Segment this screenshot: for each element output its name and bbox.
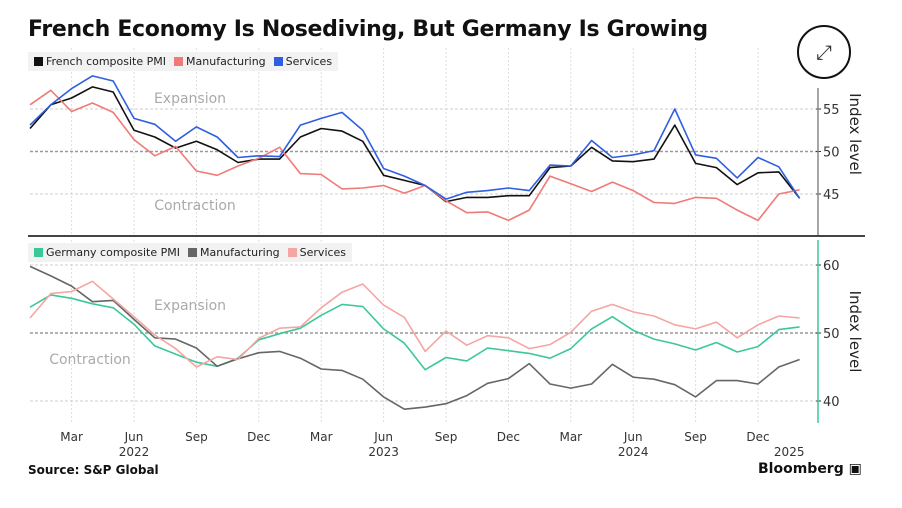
- legend-label: Manufacturing: [200, 246, 280, 259]
- series-line-germany-composite-pmi: [29, 294, 800, 371]
- series-line-manufacturing: [29, 89, 800, 222]
- legend-item: Germany composite PMI: [34, 246, 180, 259]
- annotation-expansion: Expansion: [154, 298, 226, 314]
- x-tick-label: Mar: [310, 430, 333, 444]
- y-tick-label: 45: [823, 188, 840, 203]
- x-tick-label: Mar: [60, 430, 83, 444]
- y-axis-label: Index level: [846, 93, 864, 175]
- series-line-french-composite-pmi: [29, 86, 801, 203]
- source-note: Source: S&P Global: [28, 463, 159, 477]
- legend-item: Services: [287, 246, 347, 259]
- x-year-label: 2025: [774, 445, 805, 459]
- legend-item: Manufacturing: [174, 55, 266, 68]
- legend-label: Germany composite PMI: [46, 246, 180, 259]
- legend-label: French composite PMI: [46, 55, 167, 68]
- x-tick-label: Dec: [746, 430, 769, 444]
- bloomberg-logo: Bloomberg ▣: [758, 461, 862, 477]
- brand-text: Bloomberg: [758, 461, 844, 477]
- expand-button[interactable]: ⤢: [797, 25, 851, 79]
- series-line-manufacturing: [29, 265, 800, 411]
- x-tick-label: Sep: [684, 430, 707, 444]
- y-tick-label: 50: [823, 327, 840, 342]
- expand-arrows-icon: ⤢: [816, 40, 832, 64]
- x-tick-label: Dec: [247, 430, 270, 444]
- y-axis-label: Index level: [846, 291, 864, 373]
- series-line-services: [29, 75, 801, 200]
- x-year-label: 2022: [119, 445, 150, 459]
- chart-title: French Economy Is Nosediving, But German…: [28, 17, 708, 42]
- legend-item: Manufacturing: [188, 246, 280, 259]
- x-tick-label: Dec: [497, 430, 520, 444]
- legend-france: French composite PMI Manufacturing Servi…: [28, 52, 339, 71]
- series-line-services: [29, 280, 800, 368]
- legend-item: Services: [273, 55, 333, 68]
- annotation-contraction: Contraction: [49, 352, 131, 368]
- legend-item: French composite PMI: [34, 55, 166, 68]
- x-tick-label: Jun: [623, 430, 643, 444]
- legend-label: Services: [299, 246, 347, 259]
- x-tick-label: Jun: [373, 430, 393, 444]
- legend-label: Manufacturing: [186, 55, 266, 68]
- legend-label: Services: [285, 55, 333, 68]
- y-tick-label: 50: [823, 146, 840, 161]
- legend-germany: Germany composite PMI Manufacturing Serv…: [28, 243, 353, 262]
- x-year-label: 2023: [368, 445, 399, 459]
- x-tick-label: Sep: [435, 430, 458, 444]
- y-tick-label: 40: [823, 395, 840, 410]
- y-tick-label: 60: [823, 259, 840, 274]
- y-tick-label: 55: [823, 103, 840, 118]
- annotation-expansion: Expansion: [154, 91, 226, 107]
- annotation-contraction: Contraction: [154, 198, 236, 214]
- x-tick-label: Mar: [559, 430, 582, 444]
- x-tick-label: Sep: [185, 430, 208, 444]
- x-year-label: 2024: [618, 445, 649, 459]
- x-tick-label: Jun: [124, 430, 144, 444]
